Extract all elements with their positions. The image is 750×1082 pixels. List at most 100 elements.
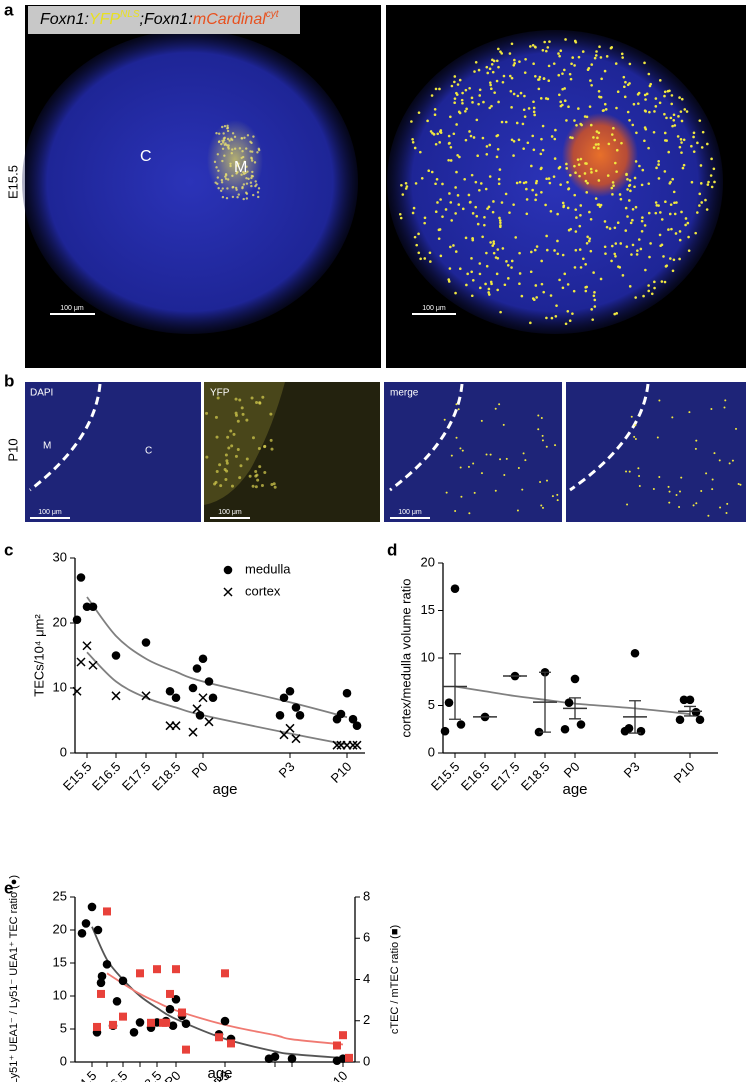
nucleus-dot	[456, 83, 460, 86]
nucleus-dot	[468, 130, 471, 133]
nucleus-dot	[670, 227, 673, 231]
nucleus-dot	[518, 272, 522, 275]
data-point	[336, 740, 346, 750]
nucleus-dot	[518, 251, 521, 255]
nucleus-dot	[705, 208, 709, 211]
nucleus-dot	[523, 115, 527, 118]
nucleus-dot	[706, 183, 710, 186]
nucleus-dot	[626, 215, 629, 218]
nucleus-dot	[522, 108, 526, 112]
nucleus-dot	[464, 109, 467, 113]
data-point	[77, 929, 87, 938]
x-tick-label: E16.5	[89, 759, 124, 794]
nucleus-dot	[654, 97, 658, 100]
yfp-signal	[227, 147, 230, 150]
nucleus-dot	[487, 287, 491, 291]
nucleus-dot	[599, 277, 603, 281]
nucleus-dot	[678, 145, 682, 149]
nucleus-dot	[429, 260, 432, 263]
nucleus-dot	[625, 245, 629, 248]
y2-axis-label: cTEC / mTEC ratio (■)	[389, 925, 401, 1034]
nucleus-dot	[577, 107, 580, 110]
nucleus-dot	[662, 255, 665, 258]
nucleus-dot	[665, 139, 668, 142]
yfp-signal	[269, 412, 273, 416]
nucleus-dot	[545, 479, 548, 482]
data-point	[136, 969, 144, 978]
nucleus-dot	[423, 216, 427, 220]
nucleus-dot	[556, 252, 560, 256]
nucleus-dot	[485, 145, 489, 148]
yfp-signal	[249, 150, 252, 153]
nucleus-dot	[593, 291, 596, 294]
yfp-signal	[269, 438, 273, 442]
nucleus-dot	[464, 236, 468, 240]
nucleus-dot	[523, 94, 526, 98]
yfp-signal	[226, 178, 230, 181]
nucleus-dot	[695, 439, 698, 442]
nucleus-dot	[660, 243, 664, 247]
nucleus-dot	[724, 399, 727, 402]
nucleus-dot	[488, 106, 492, 110]
nucleus-dot	[541, 48, 545, 52]
y-tick-label: 25	[53, 888, 67, 903]
nucleus-dot	[567, 187, 571, 190]
yfp-signal	[257, 446, 261, 450]
yfp-signal	[241, 149, 244, 153]
nucleus-dot	[655, 204, 659, 207]
yfp-signal	[237, 162, 240, 165]
nucleus-dot	[653, 110, 656, 113]
data-point	[119, 1012, 127, 1021]
yfp-signal	[224, 453, 228, 457]
nucleus-dot	[512, 64, 516, 67]
nucleus-dot	[711, 488, 714, 491]
nucleus-dot	[589, 218, 593, 221]
yfp-signal	[229, 164, 232, 168]
nucleus-dot	[637, 467, 640, 470]
yfp-signal	[236, 195, 239, 199]
nucleus-dot	[680, 141, 683, 144]
nucleus-dot	[484, 187, 488, 191]
yfp-signal	[240, 137, 244, 140]
data-point	[81, 919, 91, 928]
yfp-signal	[220, 178, 224, 182]
nucleus-dot	[713, 452, 716, 455]
nucleus-dot	[668, 212, 672, 216]
nucleus-dot	[638, 485, 641, 488]
nucleus-dot	[665, 264, 669, 267]
nucleus-dot	[542, 290, 546, 294]
nucleus-dot	[657, 159, 660, 163]
data-point	[111, 651, 121, 660]
nucleus-dot	[614, 62, 618, 65]
nucleus-dot	[448, 141, 451, 145]
nucleus-dot	[564, 322, 568, 326]
nucleus-dot	[483, 223, 486, 227]
trend-line	[86, 596, 348, 719]
nucleus-dot	[594, 54, 598, 57]
nucleus-dot	[450, 219, 453, 222]
yfp-signal	[257, 187, 261, 190]
yfp-signal	[217, 169, 220, 172]
data-point	[332, 1056, 342, 1065]
nucleus-dot	[638, 164, 641, 168]
nucleus-dot	[531, 134, 535, 138]
nucleus-dot	[438, 141, 441, 144]
nucleus-dot	[497, 100, 500, 104]
nucleus-dot	[455, 170, 458, 174]
data-point	[198, 654, 208, 664]
nucleus-dot	[539, 97, 543, 100]
nucleus-dot	[597, 131, 601, 135]
nucleus-dot	[584, 262, 587, 266]
nucleus-dot	[540, 137, 543, 141]
nucleus-dot	[659, 211, 662, 214]
nucleus-dot	[566, 310, 570, 313]
data-point	[109, 1020, 117, 1029]
nucleus-dot	[643, 139, 646, 143]
yfp-signal	[218, 463, 222, 467]
nucleus-dot	[467, 193, 471, 197]
nucleus-dot	[671, 416, 674, 419]
tissue	[22, 30, 358, 334]
yfp-signal	[256, 478, 260, 482]
nucleus-dot	[578, 224, 582, 228]
nucleus-dot	[481, 136, 485, 140]
